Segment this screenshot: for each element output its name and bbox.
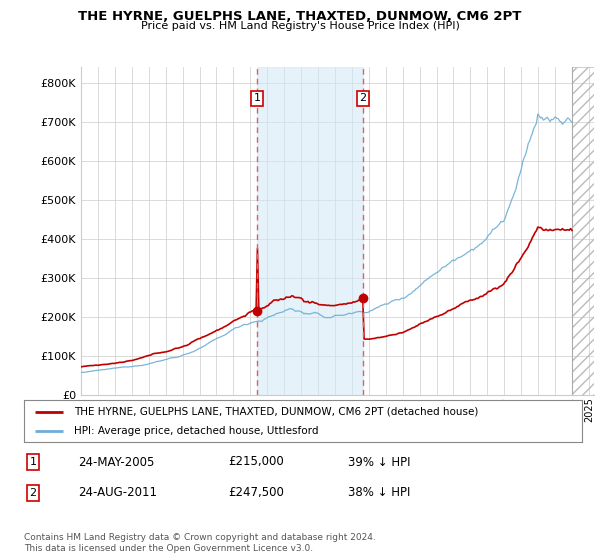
Text: 2: 2	[359, 94, 367, 104]
Text: 1: 1	[29, 457, 37, 467]
Text: THE HYRNE, GUELPHS LANE, THAXTED, DUNMOW, CM6 2PT (detached house): THE HYRNE, GUELPHS LANE, THAXTED, DUNMOW…	[74, 407, 479, 417]
Text: THE HYRNE, GUELPHS LANE, THAXTED, DUNMOW, CM6 2PT: THE HYRNE, GUELPHS LANE, THAXTED, DUNMOW…	[79, 10, 521, 22]
Text: 1: 1	[253, 94, 260, 104]
Text: £215,000: £215,000	[228, 455, 284, 469]
Text: HPI: Average price, detached house, Uttlesford: HPI: Average price, detached house, Uttl…	[74, 426, 319, 436]
Text: Contains HM Land Registry data © Crown copyright and database right 2024.: Contains HM Land Registry data © Crown c…	[24, 533, 376, 542]
Text: This data is licensed under the Open Government Licence v3.0.: This data is licensed under the Open Gov…	[24, 544, 313, 553]
Text: 39% ↓ HPI: 39% ↓ HPI	[348, 455, 410, 469]
Text: 24-AUG-2011: 24-AUG-2011	[78, 486, 157, 500]
Bar	[257, 67, 363, 395]
Text: 24-MAY-2005: 24-MAY-2005	[78, 455, 154, 469]
Text: £247,500: £247,500	[228, 486, 284, 500]
Text: Price paid vs. HM Land Registry's House Price Index (HPI): Price paid vs. HM Land Registry's House …	[140, 21, 460, 31]
Text: 38% ↓ HPI: 38% ↓ HPI	[348, 486, 410, 500]
Text: 2: 2	[29, 488, 37, 498]
Bar	[572, 67, 594, 395]
